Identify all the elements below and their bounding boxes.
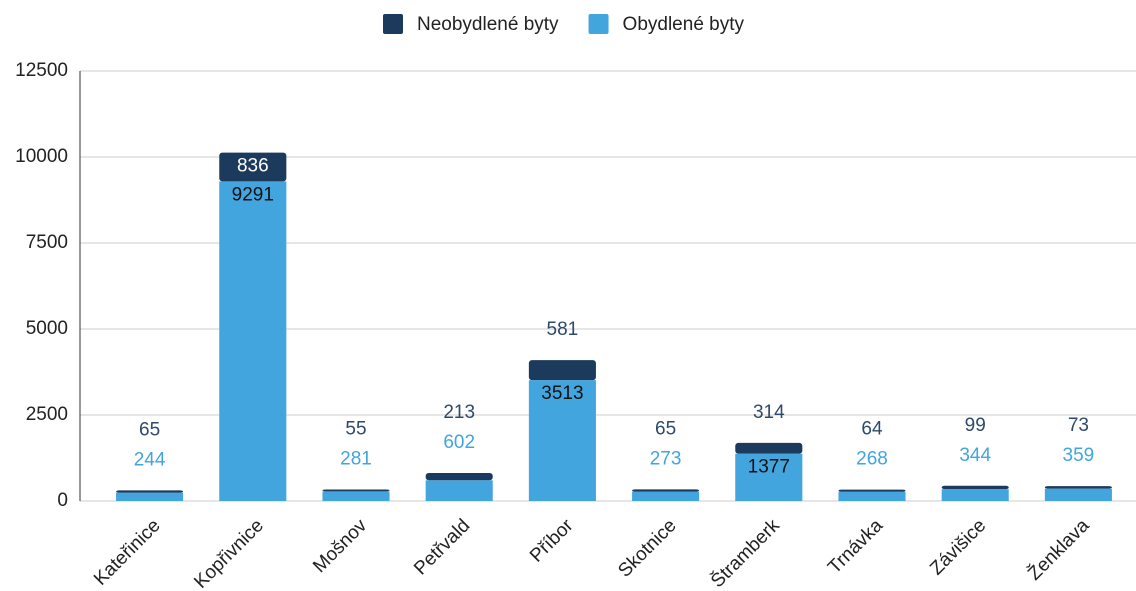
- bar-segment: [322, 489, 390, 492]
- y-tick-label: 2500: [26, 404, 68, 425]
- bar-segment: [322, 491, 390, 501]
- data-label: 1377: [748, 457, 790, 478]
- data-label: 836: [237, 156, 269, 177]
- y-tick-label: 5000: [26, 318, 68, 339]
- bar-segment: [735, 442, 803, 454]
- data-label: 244: [134, 449, 166, 470]
- data-label: 64: [861, 419, 883, 440]
- x-tick-label: Ženklava: [1023, 514, 1093, 584]
- data-label: 73: [1068, 415, 1089, 436]
- legend-swatch: [383, 14, 403, 34]
- data-label: 273: [650, 448, 682, 469]
- data-label: 3513: [541, 383, 583, 404]
- x-tick-label: Příbor: [526, 515, 578, 567]
- x-tick-label: Trnávka: [824, 515, 887, 578]
- bar-segment: [116, 490, 184, 493]
- data-label: 99: [965, 415, 986, 436]
- data-label: 268: [856, 449, 888, 470]
- data-label: 314: [753, 402, 785, 423]
- bar-segment: [219, 181, 287, 502]
- x-tick-label: Kopřivnice: [190, 515, 268, 591]
- y-tick-label: 10000: [15, 146, 68, 167]
- x-tick-label: Skotnice: [614, 515, 680, 581]
- data-label: 344: [959, 445, 991, 466]
- bar-segment: [425, 472, 493, 481]
- x-tick-label: Kateřinice: [90, 515, 165, 590]
- bar-segment: [838, 489, 906, 492]
- y-tick-label: 7500: [26, 232, 68, 253]
- data-label: 602: [443, 432, 475, 453]
- x-tick-label: Závišice: [926, 515, 990, 579]
- bar-segment: [735, 453, 803, 501]
- legend-label: Obydlené byty: [623, 14, 745, 35]
- bar-segment: [116, 492, 184, 501]
- data-label: 9291: [232, 184, 274, 205]
- bar-segment: [1044, 486, 1112, 489]
- bar-segment: [838, 491, 906, 501]
- bar-segment: [941, 485, 1009, 490]
- x-tick-label: Štramberk: [706, 514, 784, 591]
- bar-segment: [219, 152, 287, 182]
- data-label: 65: [655, 418, 676, 439]
- data-label: 213: [443, 402, 475, 423]
- bar-segment: [528, 360, 596, 381]
- bar-segment: [528, 380, 596, 501]
- legend-swatch: [588, 14, 609, 34]
- bar-segment: [632, 491, 700, 501]
- data-label: 65: [139, 419, 160, 440]
- data-label: 359: [1063, 445, 1095, 466]
- bar-segment: [425, 480, 493, 501]
- data-label: 281: [340, 448, 372, 469]
- x-tick-label: Petřvald: [410, 515, 474, 579]
- y-tick-label: 12500: [15, 60, 68, 81]
- legend-label: Neobydlené byty: [417, 14, 559, 35]
- x-tick-label: Mošnov: [309, 515, 371, 577]
- y-tick-label: 0: [57, 490, 68, 511]
- bar-segment: [1044, 488, 1112, 501]
- bar-segment: [941, 489, 1009, 501]
- data-label: 581: [547, 319, 579, 340]
- data-label: 55: [345, 418, 366, 439]
- bar-segment: [632, 489, 700, 492]
